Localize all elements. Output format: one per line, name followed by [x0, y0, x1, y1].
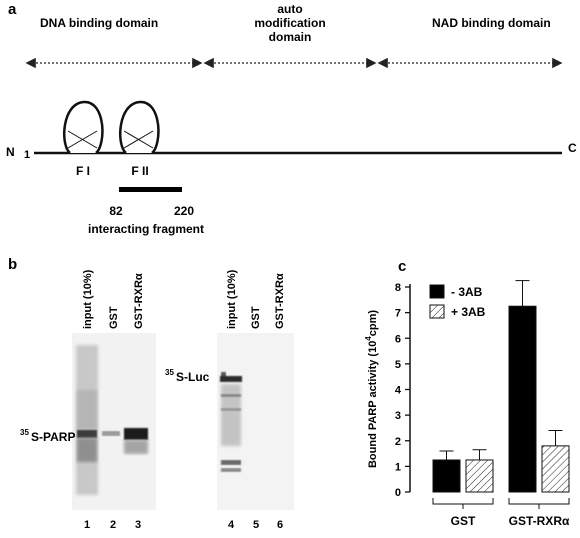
y-tick-label: 5	[395, 359, 401, 371]
gel2-image	[217, 333, 294, 510]
y-tick-label: 6	[395, 333, 401, 345]
finger-2-label: F II	[131, 164, 148, 178]
category-bracket	[508, 498, 570, 505]
y-tick-label: 0	[395, 487, 401, 499]
gel1-lane-num-1: 1	[84, 519, 90, 531]
zinc-finger-2	[119, 100, 160, 154]
gel1-band-label-sup: 35	[20, 428, 29, 437]
fragment-start-label: 82	[109, 204, 123, 218]
y-axis-title-sup: 4	[364, 336, 373, 341]
y-tick-label: 8	[395, 282, 401, 294]
fragment-label: interacting fragment	[88, 222, 204, 236]
y-axis-title: Bound PARP activity (104cpm)	[364, 310, 379, 468]
gel2-lane-3-header: GST-RXRα	[274, 273, 286, 329]
y-tick-label: 2	[395, 436, 401, 448]
gel2-lane-num-4: 4	[228, 519, 235, 531]
bar-chart: 0 1 2 3 4 5 6 7 8 GST GST-RXRα - 3AB + 3AB	[395, 280, 570, 528]
gel2-lane-num-5: 5	[253, 519, 259, 531]
x-category-label: GST-RXRα	[509, 514, 570, 528]
bar	[508, 305, 537, 493]
legend-swatch	[429, 284, 445, 299]
gel1-lane-2-header: GST	[108, 306, 120, 329]
finger-1-label: F I	[76, 164, 90, 178]
dna-domain-label: DNA binding domain	[40, 16, 158, 30]
panel-a: a DNA binding domain auto modification d…	[6, 1, 577, 236]
gel1-band-label: S-PARP	[31, 430, 75, 444]
bar	[541, 445, 570, 493]
gel2-lane-2-header: GST	[250, 306, 262, 329]
gel1-image	[72, 333, 156, 510]
gel1-lane-1-header: input (10%)	[82, 269, 94, 329]
auto-domain-label-3: domain	[269, 30, 312, 44]
category-bracket	[432, 498, 494, 505]
interacting-fragment-bar	[119, 187, 182, 192]
panel-c-letter: c	[398, 258, 406, 275]
gel2-band-label: S-Luc	[176, 370, 210, 384]
y-tick-label: 3	[395, 410, 401, 422]
zinc-finger-1	[63, 100, 104, 154]
gel1-lane-num-2: 2	[110, 519, 116, 531]
auto-domain-label-1: auto	[277, 2, 302, 16]
fragment-end-label: 220	[174, 204, 194, 218]
panel-a-letter: a	[8, 1, 17, 18]
y-tick-label: 4	[395, 385, 402, 397]
nad-domain-label: NAD binding domain	[432, 16, 551, 30]
c-terminus-label: C	[568, 141, 577, 155]
y-tick-label: 1	[395, 461, 401, 473]
panel-b: b input (10%) GST GST-RXRα 35 S-PARP 1 2…	[8, 256, 294, 531]
start-residue-label: 1	[24, 149, 30, 161]
gel2-lane-num-6: 6	[277, 519, 283, 531]
legend-label: - 3AB	[451, 285, 483, 299]
gel2-band-label-sup: 35	[165, 368, 174, 377]
gel2-lane-1-header: input (10%)	[226, 269, 238, 329]
auto-domain-label-2: modification	[254, 16, 325, 30]
x-category-label: GST	[451, 514, 476, 528]
panel-c: c Bound PARP activity (104cpm) 012345678…	[364, 258, 570, 528]
panel-b-letter: b	[8, 256, 17, 273]
legend-swatch	[429, 304, 445, 319]
gel1-lane-3-header: GST-RXRα	[133, 273, 145, 329]
y-axis-title-suffix: cpm)	[367, 310, 379, 337]
y-tick-label: 7	[395, 308, 401, 320]
gel1-lane-num-3: 3	[135, 519, 141, 531]
bar	[465, 459, 494, 493]
n-terminus-label: N	[6, 145, 15, 159]
y-axis-title-prefix: Bound PARP activity (10	[367, 341, 379, 468]
bar	[432, 459, 461, 493]
legend-label: + 3AB	[451, 305, 486, 319]
